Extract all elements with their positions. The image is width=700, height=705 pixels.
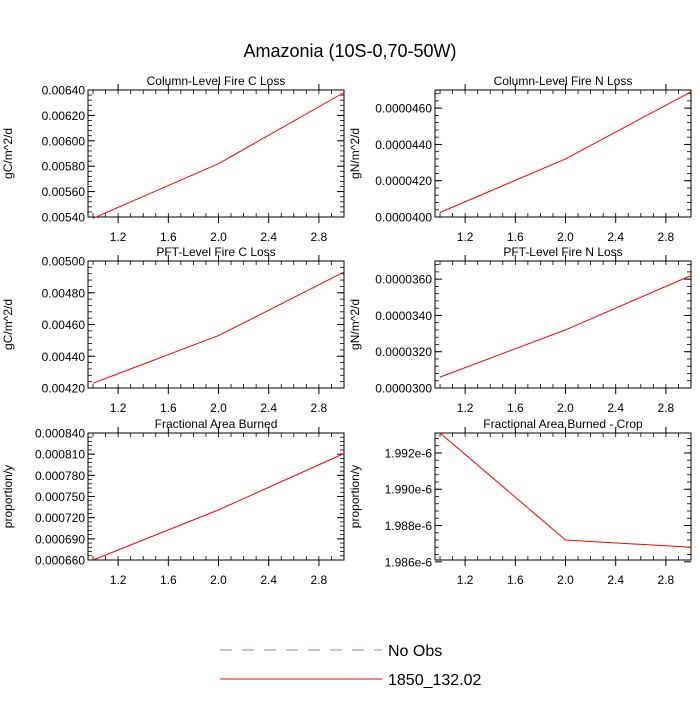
series-line [92, 92, 345, 219]
chart-panels: Column-Level Fire C Loss gC/m^2/d 1.2 1.6 2.… [1, 74, 692, 587]
series-line [439, 432, 692, 548]
y-tick-label: 0.000690 [35, 532, 85, 546]
panel-title: PFT-Level Fire C Loss [156, 245, 275, 259]
y-tick-label: 0.00420 [42, 382, 86, 396]
plot-frame [434, 432, 692, 561]
x-tick-label: 2.4 [260, 230, 277, 244]
x-tick-label: 2.4 [607, 573, 624, 587]
y-tick-label: 0.0000400 [375, 211, 432, 225]
y-tick-label: 0.000720 [35, 511, 85, 525]
y-tick-label: 0.00560 [42, 185, 86, 199]
y-tick-label: 0.00480 [42, 286, 86, 300]
y-tick-label: 0.00600 [42, 134, 86, 148]
x-tick-label: 2.8 [311, 230, 328, 244]
x-tick-label: 1.6 [507, 230, 524, 244]
plot-frame [87, 89, 345, 218]
y-tick-label: 0.0000460 [375, 102, 432, 116]
series-line [92, 271, 345, 384]
legend: No Obs 1850_132.02 [220, 643, 482, 689]
y-tick-label: 0.000810 [35, 448, 85, 462]
x-tick-label: 2.4 [607, 401, 624, 415]
x-tick-label: 2.8 [311, 573, 328, 587]
x-tick-label: 1.6 [160, 230, 177, 244]
panel-title: PFT-Level Fire N Loss [503, 245, 622, 259]
y-axis-label: proportion/y [1, 465, 15, 528]
y-tick-label: 0.00540 [42, 211, 86, 225]
y-tick-label: 1.992e-6 [385, 446, 433, 460]
x-tick-label: 1.6 [507, 401, 524, 415]
x-tick-label: 2.0 [557, 230, 574, 244]
y-axis-label: gC/m^2/d [1, 299, 15, 350]
x-tick-label: 1.2 [110, 401, 127, 415]
legend-label-no-obs: No Obs [388, 643, 442, 660]
x-tick-label: 1.2 [457, 573, 474, 587]
series-line [439, 275, 692, 378]
y-tick-label: 0.0000320 [375, 345, 432, 359]
y-tick-label: 0.0000420 [375, 174, 432, 188]
y-tick-label: 0.000660 [35, 554, 85, 568]
y-tick-label: 0.00640 [42, 84, 86, 98]
y-tick-label: 1.986e-6 [385, 555, 433, 569]
x-tick-label: 1.6 [160, 401, 177, 415]
plot-frame [434, 260, 692, 389]
y-tick-label: 0.0000340 [375, 309, 432, 323]
x-tick-label: 1.6 [507, 573, 524, 587]
x-tick-label: 2.4 [260, 401, 277, 415]
x-tick-label: 1.2 [110, 573, 127, 587]
chart-panel: Column-Level Fire C Loss gC/m^2/d 1.2 1.6 2.… [1, 74, 345, 244]
y-tick-label: 0.000780 [35, 469, 85, 483]
chart-panel: Fractional Area Burned - Crop proportion/… [348, 417, 692, 587]
x-tick-label: 1.6 [160, 573, 177, 587]
x-tick-label: 1.2 [457, 230, 474, 244]
x-tick-label: 2.0 [557, 573, 574, 587]
legend-label-1850: 1850_132.02 [388, 672, 482, 689]
y-tick-label: 0.000750 [35, 490, 85, 504]
y-tick-label: 0.0000360 [375, 273, 432, 287]
y-axis-label: proportion/y [348, 465, 362, 528]
y-tick-label: 1.988e-6 [385, 519, 433, 533]
panel-title: Column-Level Fire N Loss [494, 74, 633, 88]
x-tick-label: 2.8 [311, 401, 328, 415]
x-tick-label: 2.0 [557, 401, 574, 415]
y-tick-label: 0.00460 [42, 318, 86, 332]
y-axis-label: gN/m^2/d [348, 299, 362, 350]
x-tick-label: 2.8 [658, 401, 675, 415]
y-axis-label: gC/m^2/d [1, 128, 15, 179]
x-tick-label: 2.4 [607, 230, 624, 244]
figure-title: Amazonia (10S-0,70-50W) [243, 41, 456, 61]
y-tick-label: 0.00620 [42, 109, 86, 123]
y-tick-label: 0.0000440 [375, 138, 432, 152]
x-tick-label: 2.0 [210, 401, 227, 415]
x-tick-label: 2.8 [658, 230, 675, 244]
x-tick-label: 2.0 [210, 230, 227, 244]
plot-frame [434, 89, 692, 218]
panel-title: Fractional Area Burned [155, 417, 278, 431]
series-line [439, 91, 692, 213]
chart-panel: PFT-Level Fire N Loss gN/m^2/d 1.2 1.6 2.0 2.… [348, 245, 692, 415]
y-tick-label: 0.00440 [42, 350, 86, 364]
plot-frame [87, 432, 345, 561]
chart-panel: Column-Level Fire N Loss gN/m^2/d 1.2 1.6 2.… [348, 74, 692, 244]
y-tick-label: 0.000840 [35, 427, 85, 441]
panel-title: Column-Level Fire C Loss [147, 74, 286, 88]
x-tick-label: 1.2 [110, 230, 127, 244]
y-tick-label: 0.00580 [42, 160, 86, 174]
panel-title: Fractional Area Burned - Crop [483, 417, 643, 431]
x-tick-label: 2.8 [658, 573, 675, 587]
x-tick-label: 2.0 [210, 573, 227, 587]
series-line [92, 453, 345, 561]
x-tick-label: 1.2 [457, 401, 474, 415]
y-tick-label: 0.00500 [42, 255, 86, 269]
x-tick-label: 2.4 [260, 573, 277, 587]
y-tick-label: 1.990e-6 [385, 483, 433, 497]
plot-frame [87, 260, 345, 389]
chart-panel: PFT-Level Fire C Loss gC/m^2/d 1.2 1.6 2.0 2.… [1, 245, 345, 415]
y-axis-label: gN/m^2/d [348, 128, 362, 179]
chart-panel: Fractional Area Burned proportion/y 1.2 1.6… [1, 417, 345, 587]
y-tick-label: 0.0000300 [375, 382, 432, 396]
